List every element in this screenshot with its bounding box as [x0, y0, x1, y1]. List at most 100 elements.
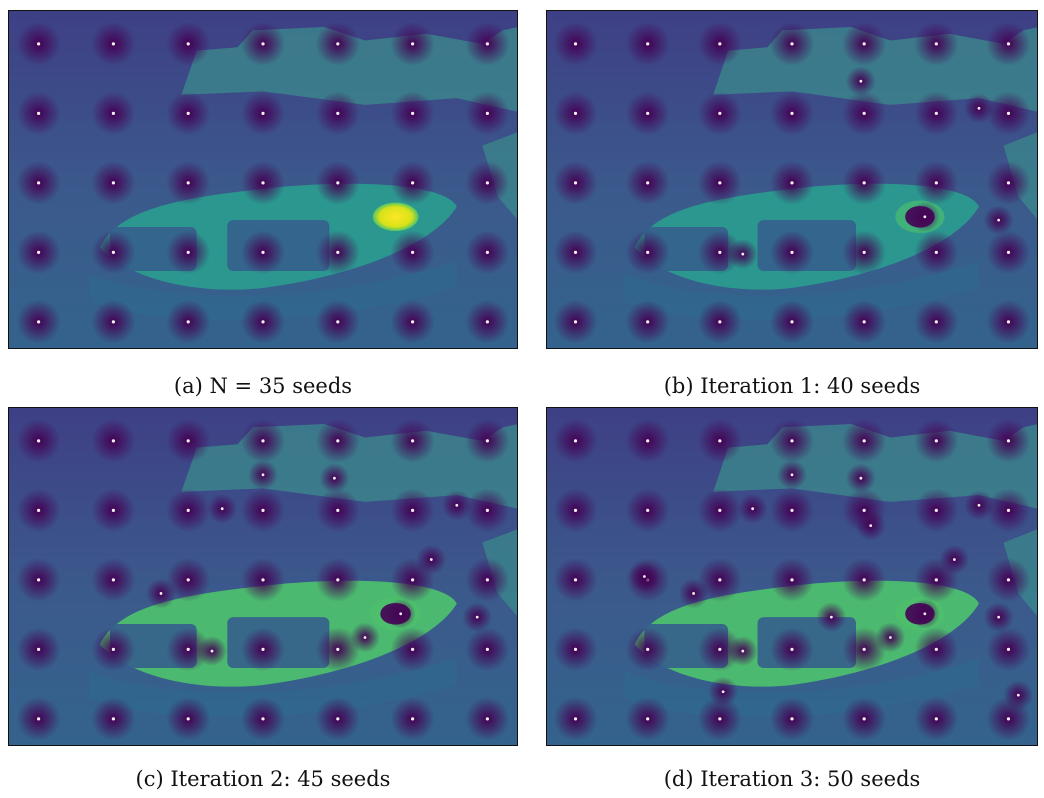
seed-point — [986, 627, 1031, 672]
seed-point — [697, 557, 742, 602]
bright-hotspot — [372, 202, 419, 232]
seed-point — [91, 21, 136, 66]
heatmap-c — [8, 407, 518, 746]
seed-point — [842, 418, 887, 463]
added-seed-point — [963, 490, 994, 521]
added-seed-point — [845, 463, 876, 494]
seed-point — [315, 488, 360, 533]
seed-point — [986, 299, 1031, 344]
seed-point — [986, 21, 1031, 66]
panel-d — [546, 407, 1038, 746]
seed-point — [390, 160, 435, 205]
seed-point — [842, 230, 887, 275]
seed-point — [986, 557, 1031, 602]
seed-point — [315, 91, 360, 136]
seed-point — [91, 696, 136, 741]
seed-point — [986, 230, 1031, 275]
seed-point — [91, 488, 136, 533]
added-seed-point — [708, 676, 739, 707]
seed-point — [16, 557, 61, 602]
added-seed-point — [845, 66, 876, 97]
seed-point — [16, 91, 61, 136]
seed-point — [770, 160, 814, 205]
seed-point — [465, 91, 510, 136]
added-seed-point — [197, 636, 227, 667]
seed-point — [697, 696, 742, 741]
seed-point — [986, 91, 1031, 136]
seed-point — [914, 230, 959, 275]
seed-point — [842, 696, 887, 741]
seed-point — [842, 91, 887, 136]
seed-point — [697, 160, 742, 205]
added-seed-point — [983, 602, 1014, 633]
seed-point — [770, 21, 814, 66]
seed-point — [914, 627, 959, 672]
seed-point — [842, 21, 887, 66]
seed-point — [315, 557, 360, 602]
seed-point — [166, 21, 211, 66]
seed-point — [16, 418, 61, 463]
seed-point — [390, 299, 435, 344]
seed-point — [914, 91, 959, 136]
added-seed-point — [1003, 680, 1034, 711]
seed-point — [553, 418, 598, 463]
seed-point — [842, 627, 887, 672]
added-seed-point — [248, 459, 278, 490]
seed-point — [16, 696, 61, 741]
panel-a — [8, 10, 518, 349]
seed-point — [553, 160, 598, 205]
seed-point — [166, 91, 211, 136]
seed-point — [16, 299, 61, 344]
seed-point — [315, 230, 360, 275]
heatmap-d — [546, 407, 1038, 746]
seed-point — [697, 21, 742, 66]
seed-point — [625, 160, 670, 205]
seed-point — [770, 488, 814, 533]
seed-point — [465, 418, 510, 463]
seed-point — [770, 557, 814, 602]
seed-point — [91, 160, 136, 205]
seed-point — [465, 230, 510, 275]
seed-point — [465, 21, 510, 66]
added-seed-point — [875, 622, 906, 653]
seed-point — [16, 21, 61, 66]
seed-point — [166, 627, 211, 672]
seed-point — [770, 299, 814, 344]
seed-point — [390, 21, 435, 66]
seed-point — [16, 488, 61, 533]
added-seed-point — [909, 598, 940, 629]
caption-d: (d) Iteration 3: 50 seeds — [663, 767, 921, 791]
added-seed-point — [416, 544, 447, 575]
seed-point — [697, 627, 742, 672]
added-seed-point — [963, 93, 994, 124]
seed-point — [914, 299, 959, 344]
seed-point — [91, 557, 136, 602]
seed-point — [842, 160, 887, 205]
seed-point — [625, 91, 670, 136]
seed-point — [390, 488, 435, 533]
seed-point — [697, 299, 742, 344]
seed-point — [842, 557, 887, 602]
seed-point — [166, 299, 211, 344]
seed-point — [241, 488, 285, 533]
caption-b: (b) Iteration 1: 40 seeds — [663, 374, 921, 398]
seed-point — [91, 418, 136, 463]
seed-point — [697, 488, 742, 533]
added-seed-point — [146, 578, 176, 609]
seed-point — [553, 488, 598, 533]
seed-point — [315, 21, 360, 66]
added-seed-point — [909, 201, 940, 232]
seed-point — [241, 91, 285, 136]
heatmap-a — [8, 10, 518, 349]
heatmap-b — [546, 10, 1038, 349]
seed-point — [914, 160, 959, 205]
seed-point — [914, 21, 959, 66]
seed-point — [625, 21, 670, 66]
added-seed-point — [855, 510, 886, 541]
seed-point — [390, 627, 435, 672]
added-seed-point — [983, 205, 1014, 236]
added-seed-point — [350, 622, 380, 653]
seed-point — [241, 230, 285, 275]
seed-point — [465, 299, 510, 344]
seed-point — [241, 21, 285, 66]
